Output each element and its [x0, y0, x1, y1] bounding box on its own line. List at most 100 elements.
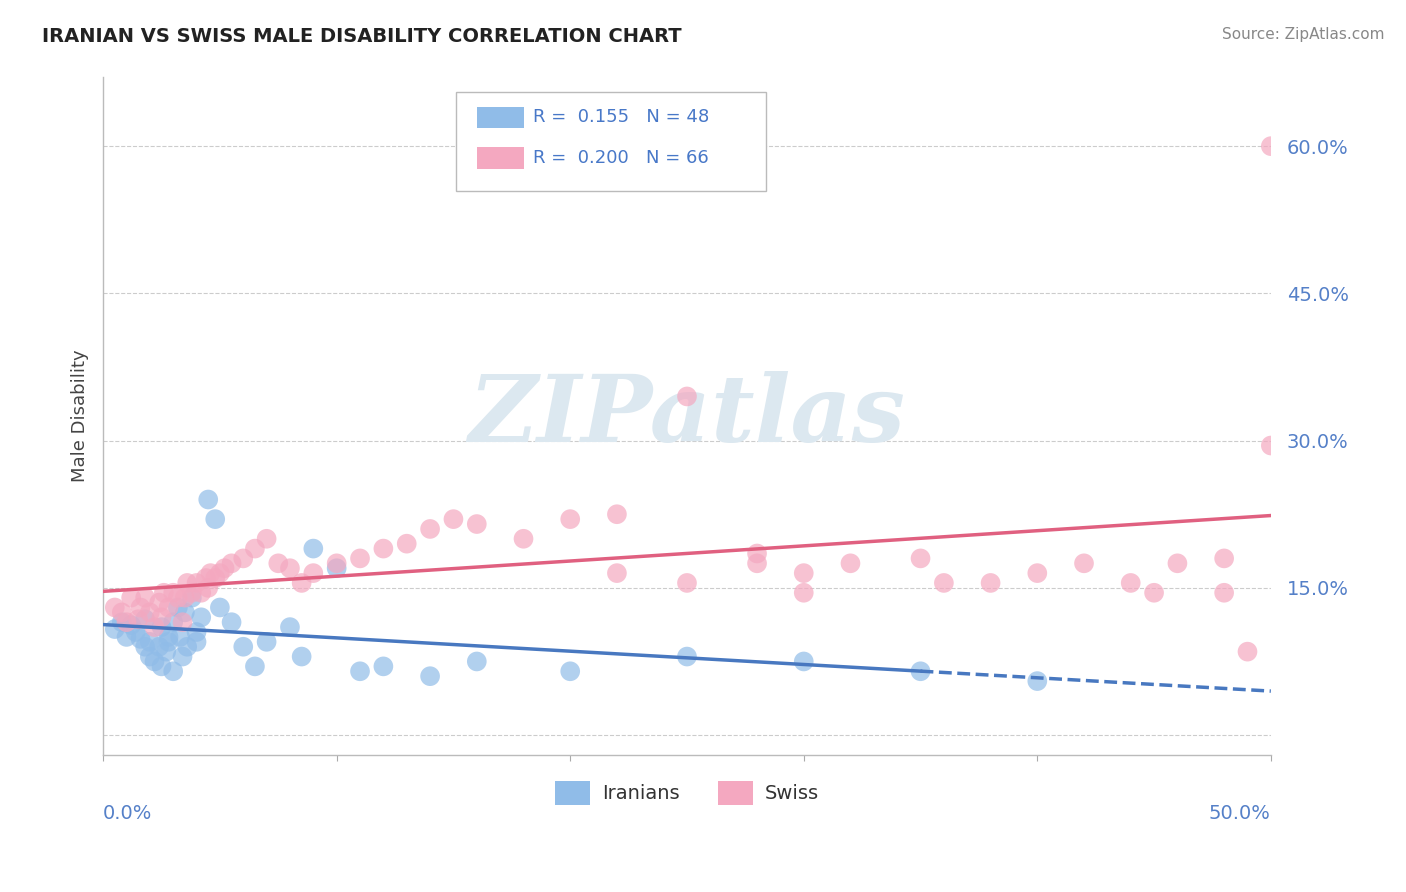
Point	[349, 551, 371, 566]
Point	[180, 586, 202, 600]
Point	[176, 640, 198, 654]
Text: ZIPatlas: ZIPatlas	[468, 371, 905, 461]
Point	[208, 600, 231, 615]
Point	[111, 606, 134, 620]
Point	[932, 576, 955, 591]
Point	[745, 547, 768, 561]
Point	[167, 591, 190, 605]
Point	[606, 507, 628, 521]
Point	[155, 645, 177, 659]
Point	[910, 551, 932, 566]
Point	[676, 389, 699, 403]
Point	[1073, 557, 1095, 571]
Point	[115, 615, 138, 630]
Point	[200, 566, 222, 581]
Point	[150, 659, 173, 673]
Point	[1143, 586, 1166, 600]
FancyBboxPatch shape	[456, 93, 766, 191]
Point	[291, 649, 314, 664]
Point	[148, 596, 170, 610]
Point	[125, 625, 148, 640]
Text: 50.0%: 50.0%	[1209, 804, 1271, 822]
Point	[243, 541, 266, 556]
Point	[243, 659, 266, 673]
Point	[256, 635, 278, 649]
Point	[1260, 139, 1282, 153]
Bar	[477, 106, 523, 128]
Point	[162, 665, 184, 679]
Point	[1026, 674, 1049, 689]
Point	[419, 522, 441, 536]
Point	[129, 632, 152, 646]
Point	[1119, 576, 1142, 591]
Point	[115, 630, 138, 644]
Point	[232, 640, 254, 654]
Y-axis label: Male Disability: Male Disability	[72, 350, 89, 483]
Point	[150, 610, 173, 624]
Point	[221, 557, 243, 571]
Point	[676, 649, 699, 664]
Point	[302, 541, 325, 556]
Point	[465, 516, 488, 531]
Point	[157, 600, 180, 615]
Point	[278, 620, 301, 634]
Point	[980, 576, 1002, 591]
Point	[204, 571, 226, 585]
Point	[139, 606, 162, 620]
Point	[120, 618, 142, 632]
Point	[120, 591, 142, 605]
Text: R =  0.200   N = 66: R = 0.200 N = 66	[533, 149, 709, 167]
Point	[745, 557, 768, 571]
Point	[139, 635, 162, 649]
Point	[349, 665, 371, 679]
Point	[167, 600, 190, 615]
Point	[325, 561, 347, 575]
Point	[134, 591, 156, 605]
Point	[139, 649, 162, 664]
Point	[186, 625, 208, 640]
Point	[302, 566, 325, 581]
Point	[111, 615, 134, 630]
Text: Source: ZipAtlas.com: Source: ZipAtlas.com	[1222, 27, 1385, 42]
Point	[148, 640, 170, 654]
Point	[1236, 645, 1258, 659]
Point	[373, 659, 395, 673]
Point	[214, 561, 236, 575]
Point	[910, 665, 932, 679]
Legend: Iranians, Swiss: Iranians, Swiss	[547, 773, 827, 813]
Point	[134, 612, 156, 626]
Point	[793, 586, 815, 600]
Point	[676, 576, 699, 591]
Point	[1213, 551, 1236, 566]
Point	[267, 557, 290, 571]
Point	[512, 532, 534, 546]
Point	[127, 612, 149, 626]
Point	[1166, 557, 1188, 571]
Bar	[477, 147, 523, 169]
Point	[465, 655, 488, 669]
Point	[291, 576, 314, 591]
Point	[162, 615, 184, 630]
Point	[197, 492, 219, 507]
Point	[839, 557, 862, 571]
Point	[194, 571, 217, 585]
Point	[256, 532, 278, 546]
Point	[150, 620, 173, 634]
Point	[129, 600, 152, 615]
Point	[1260, 438, 1282, 452]
Point	[793, 566, 815, 581]
Point	[186, 576, 208, 591]
Point	[606, 566, 628, 581]
Text: R =  0.155   N = 48: R = 0.155 N = 48	[533, 109, 709, 127]
Point	[157, 630, 180, 644]
Point	[208, 566, 231, 581]
Point	[395, 537, 418, 551]
Point	[134, 640, 156, 654]
Point	[232, 551, 254, 566]
Point	[373, 541, 395, 556]
Point	[169, 630, 191, 644]
Point	[153, 586, 176, 600]
Text: IRANIAN VS SWISS MALE DISABILITY CORRELATION CHART: IRANIAN VS SWISS MALE DISABILITY CORRELA…	[42, 27, 682, 45]
Point	[204, 512, 226, 526]
Point	[143, 620, 166, 634]
